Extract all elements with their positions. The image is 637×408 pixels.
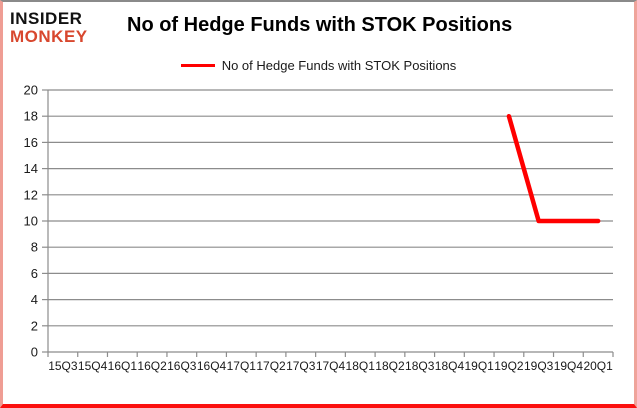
y-tick-label: 18 (24, 109, 38, 124)
x-tick-label: 20Q1 (583, 359, 613, 373)
x-tick-label: 18Q3 (405, 359, 435, 373)
chart-title: No of Hedge Funds with STOK Positions (127, 14, 513, 36)
y-tick-label: 16 (24, 135, 38, 150)
y-tick-label: 8 (31, 240, 38, 255)
x-tick-label: 18Q2 (375, 359, 405, 373)
y-tick-label: 4 (31, 292, 38, 307)
y-tick-label: 20 (24, 84, 38, 98)
y-tick-label: 10 (24, 214, 38, 229)
x-tick-label: 19Q2 (494, 359, 524, 373)
x-tick-label: 17Q4 (316, 359, 346, 373)
chart-legend: No of Hedge Funds with STOK Positions (3, 58, 634, 73)
x-tick-label: 17Q3 (286, 359, 316, 373)
x-tick-label: 18Q4 (435, 359, 465, 373)
logo-line-monkey: MONKEY (10, 26, 88, 46)
x-tick-label: 17Q2 (256, 359, 286, 373)
x-tick-label: 16Q3 (167, 359, 197, 373)
x-tick-label: 16Q1 (108, 359, 138, 373)
y-tick-label: 0 (31, 345, 38, 360)
y-tick-label: 2 (31, 318, 38, 333)
x-tick-label: 19Q4 (554, 359, 584, 373)
x-tick-label: 15Q4 (78, 359, 108, 373)
legend-label: No of Hedge Funds with STOK Positions (221, 58, 457, 73)
x-tick-label: 16Q4 (197, 359, 227, 373)
y-tick-label: 6 (31, 266, 38, 281)
logo-line-insider: INSIDER (10, 9, 83, 28)
plot-svg: 0 2 4 6 8 10 12 14 16 18 20 15Q3 15Q4 16Q1 16Q2 16Q3 16Q… (24, 84, 614, 373)
y-tick-label: 14 (24, 161, 38, 176)
y-tick-label: 12 (24, 187, 38, 202)
x-tick-label: 15Q3 (48, 359, 78, 373)
series-line (506, 113, 601, 224)
legend-line-swatch (180, 64, 215, 67)
x-tick-label: 18Q1 (346, 359, 376, 373)
x-tick-label: 19Q1 (465, 359, 495, 373)
x-tick-label: 19Q3 (524, 359, 554, 373)
insider-monkey-logo: INSIDER MONKEY (10, 10, 88, 46)
x-tick-label: 17Q1 (227, 359, 257, 373)
x-tick-label: 16Q2 (137, 359, 167, 373)
